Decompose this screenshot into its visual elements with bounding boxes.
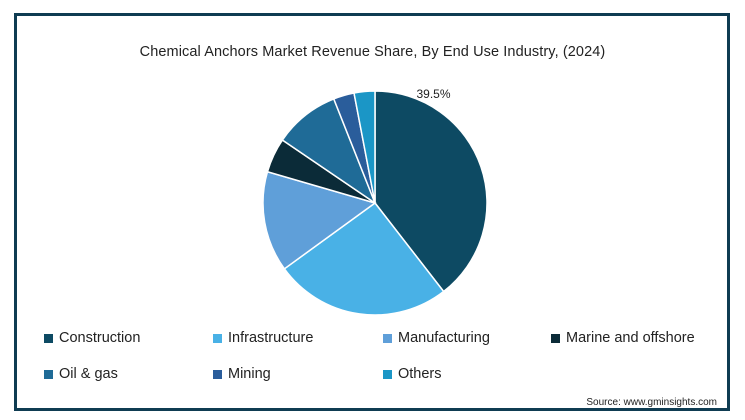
legend-label-others: Others: [398, 366, 442, 382]
legend-item-marine-and-offshore: Marine and offshore: [551, 330, 695, 346]
legend-label-mining: Mining: [228, 366, 271, 382]
data-label-construction: 39.5%: [417, 87, 451, 101]
legend-item-manufacturing: Manufacturing: [383, 330, 490, 346]
legend-item-oil-and-gas: Oil & gas: [44, 366, 118, 382]
legend-swatch-oil-and-gas: [44, 369, 53, 379]
legend-swatch-manufacturing: [383, 333, 392, 343]
legend-label-manufacturing: Manufacturing: [398, 330, 490, 346]
legend-swatch-others: [383, 369, 392, 379]
pie-slice-construction: [374, 90, 488, 293]
chart-title: Chemical Anchors Market Revenue Share, B…: [139, 44, 606, 60]
legend-label-marine-and-offshore: Marine and offshore: [566, 330, 695, 346]
legend-label-oil-and-gas: Oil & gas: [59, 366, 118, 382]
legend-label-infrastructure: Infrastructure: [228, 330, 314, 346]
legend-item-others: Others: [383, 366, 442, 382]
source-note: Source: www.gminsights.com: [586, 397, 717, 408]
legend-swatch-construction: [44, 333, 53, 343]
legend-item-mining: Mining: [213, 366, 271, 382]
pie-slice-manufacturing: [262, 170, 377, 270]
legend-item-construction: Construction: [44, 330, 140, 346]
legend-item-infrastructure: Infrastructure: [213, 330, 313, 346]
pie-slice-infrastructure: [283, 201, 445, 316]
legend-swatch-infrastructure: [213, 333, 222, 343]
pie-slice-others: [353, 90, 376, 204]
legend-label-construction: Construction: [59, 330, 141, 346]
legend-swatch-mining: [213, 369, 222, 379]
legend-swatch-marine-and-offshore: [551, 333, 560, 343]
